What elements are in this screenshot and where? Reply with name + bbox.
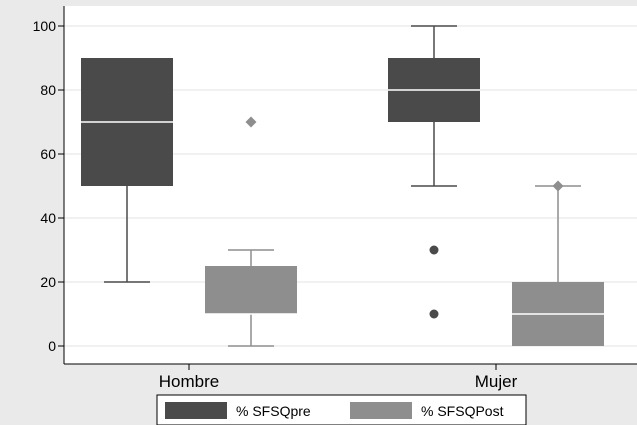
legend: % SFSQpre % SFSQPost <box>156 394 527 425</box>
y-tick-label-60: 60 <box>40 146 56 162</box>
y-axis: 0 20 40 60 80 100 <box>33 6 65 364</box>
x-tick-label-mujer: Mujer <box>475 372 518 391</box>
legend-swatch-post <box>350 402 412 419</box>
outlier-pre-mujer-0 <box>429 245 439 255</box>
legend-swatch-pre <box>165 402 227 419</box>
box-post-mujer <box>512 180 604 346</box>
boxes <box>81 25 604 347</box>
outlier-pre-mujer-1 <box>429 309 439 319</box>
box-pre-hombre <box>81 58 173 283</box>
y-tick-label-80: 80 <box>40 82 56 98</box>
legend-label-post: % SFSQPost <box>421 403 504 419</box>
outlier-post-hombre-0 <box>245 116 257 128</box>
y-tick-label-20: 20 <box>40 274 56 290</box>
box-iqr-post-hombre <box>205 266 297 314</box>
box-post-hombre <box>205 116 297 347</box>
outlier-post-mujer-0 <box>552 180 564 192</box>
y-tick-label-40: 40 <box>40 210 56 226</box>
legend-label-pre: % SFSQpre <box>236 403 311 419</box>
x-tick-label-hombre: Hombre <box>159 372 219 391</box>
box-pre-mujer <box>388 25 480 319</box>
y-tick-label-0: 0 <box>48 338 56 354</box>
y-tick-label-100: 100 <box>33 18 57 34</box>
x-axis: Hombre Mujer <box>64 363 637 391</box>
